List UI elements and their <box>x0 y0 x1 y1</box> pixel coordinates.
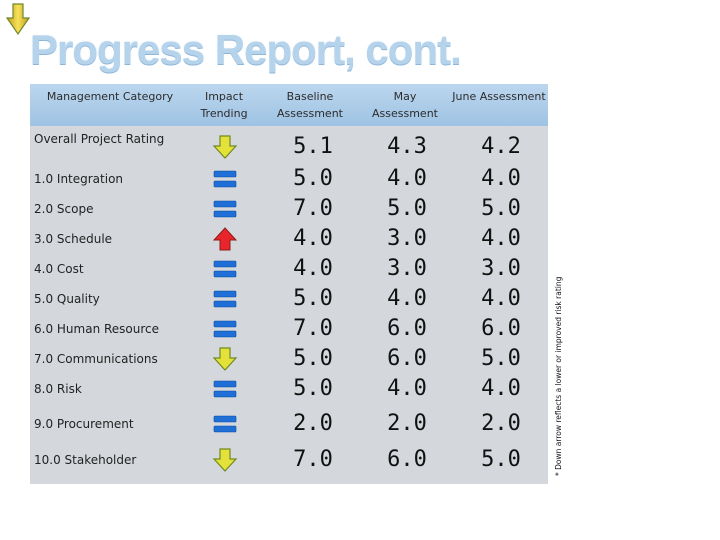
baseline-value: 2.0 <box>293 411 333 436</box>
row-category-label: 6.0 Human Resource <box>34 322 160 336</box>
down-arrow-icon <box>212 347 238 371</box>
header-may-assessment: May Assessment <box>372 90 438 120</box>
page-title: Progress Report, cont. <box>30 26 462 73</box>
row-category-label: 8.0 Risk <box>34 382 82 396</box>
baseline-value: 4.0 <box>293 226 333 251</box>
table-row: 4.0 Cost 4.0 3.0 3.0 <box>30 254 548 284</box>
table-row: 10.0 Stakeholder 7.0 6.0 5.0 <box>30 445 548 475</box>
equal-icon <box>212 197 238 221</box>
progress-table: Management Category Impact Trending Base… <box>30 84 548 484</box>
equal-icon <box>212 257 238 281</box>
june-value: 2.0 <box>481 411 521 436</box>
may-value: 4.0 <box>387 376 427 401</box>
june-value: 5.0 <box>481 196 521 221</box>
may-value: 4.3 <box>387 134 427 159</box>
table-row: 3.0 Schedule 4.0 3.0 4.0 <box>30 224 548 254</box>
baseline-value: 7.0 <box>293 316 333 341</box>
baseline-value: 5.0 <box>293 376 333 401</box>
june-value: 4.0 <box>481 166 521 191</box>
may-value: 4.0 <box>387 166 427 191</box>
june-value: 4.0 <box>481 376 521 401</box>
baseline-value: 5.1 <box>293 134 333 159</box>
baseline-value: 7.0 <box>293 447 333 472</box>
table-row: 6.0 Human Resource 7.0 6.0 6.0 <box>30 314 548 344</box>
june-value: 5.0 <box>481 447 521 472</box>
baseline-value: 7.0 <box>293 196 333 221</box>
june-value: 4.0 <box>481 226 521 251</box>
table-row: Overall Project Rating 5.1 4.3 4.2 <box>30 132 548 162</box>
may-value: 6.0 <box>387 346 427 371</box>
header-june-assessment: June Assessment <box>452 90 546 103</box>
may-value: 3.0 <box>387 256 427 281</box>
down-arrow-logo-icon <box>6 3 30 36</box>
row-category-label: 1.0 Integration <box>34 172 124 186</box>
equal-icon <box>212 412 238 436</box>
equal-icon <box>212 287 238 311</box>
table-row: 7.0 Communications 5.0 6.0 5.0 <box>30 344 548 374</box>
table-row: 5.0 Quality 5.0 4.0 4.0 <box>30 284 548 314</box>
may-value: 6.0 <box>387 316 427 341</box>
up-arrow-icon <box>212 227 238 251</box>
table-row: 2.0 Scope 7.0 5.0 5.0 <box>30 194 548 224</box>
row-category-label: 4.0 Cost <box>34 262 84 276</box>
row-category-label: 5.0 Quality <box>34 292 100 306</box>
row-category-label: Overall Project Rating <box>34 132 165 146</box>
table-row: 8.0 Risk 5.0 4.0 4.0 <box>30 374 548 404</box>
header-baseline-assessment: Baseline Assessment <box>277 90 343 120</box>
table-header: Management Category Impact Trending Base… <box>30 84 548 126</box>
baseline-value: 5.0 <box>293 166 333 191</box>
june-value: 3.0 <box>481 256 521 281</box>
may-value: 5.0 <box>387 196 427 221</box>
equal-icon <box>212 377 238 401</box>
may-value: 3.0 <box>387 226 427 251</box>
table-row: 9.0 Procurement 2.0 2.0 2.0 <box>30 409 548 439</box>
june-value: 6.0 <box>481 316 521 341</box>
row-category-label: 10.0 Stakeholder <box>34 453 137 467</box>
june-value: 4.0 <box>481 286 521 311</box>
may-value: 6.0 <box>387 447 427 472</box>
row-category-label: 3.0 Schedule <box>34 232 113 246</box>
june-value: 5.0 <box>481 346 521 371</box>
baseline-value: 5.0 <box>293 286 333 311</box>
table-row: 1.0 Integration 5.0 4.0 4.0 <box>30 164 548 194</box>
may-value: 4.0 <box>387 286 427 311</box>
header-impact-trending: Impact Trending <box>200 90 248 120</box>
header-category: Management Category <box>46 90 174 103</box>
row-category-label: 7.0 Communications <box>34 352 158 366</box>
equal-icon <box>212 317 238 341</box>
down-arrow-icon <box>212 135 238 159</box>
baseline-value: 4.0 <box>293 256 333 281</box>
june-value: 4.2 <box>481 134 521 159</box>
row-category-label: 9.0 Procurement <box>34 417 134 431</box>
footnote: * Down arrow reflects a lower or improve… <box>554 276 563 476</box>
down-arrow-icon <box>212 448 238 472</box>
baseline-value: 5.0 <box>293 346 333 371</box>
may-value: 2.0 <box>387 411 427 436</box>
row-category-label: 2.0 Scope <box>34 202 94 216</box>
equal-icon <box>212 167 238 191</box>
